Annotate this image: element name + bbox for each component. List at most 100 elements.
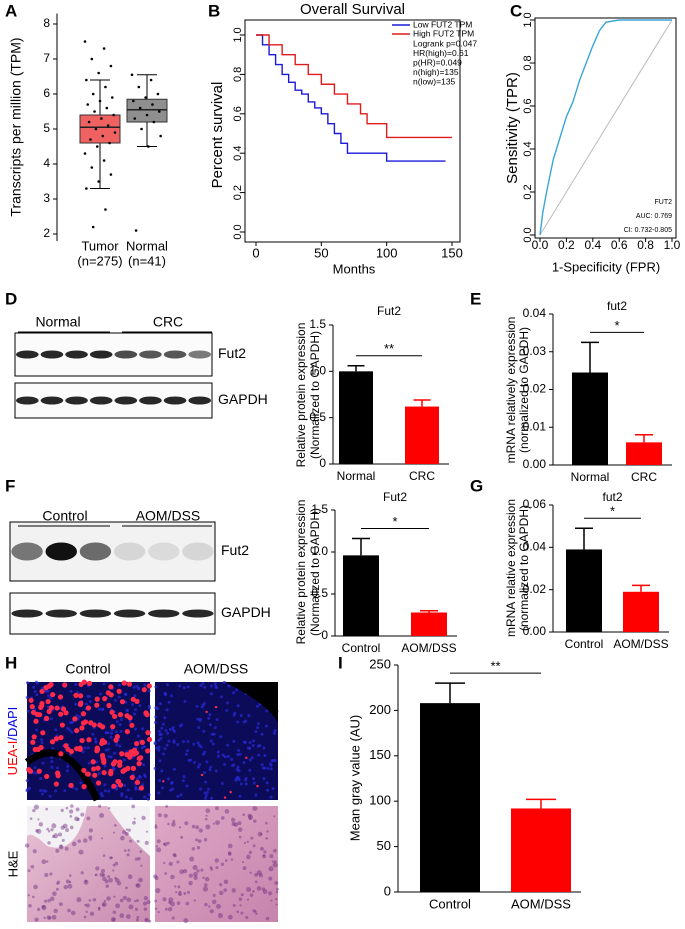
nucleus	[164, 729, 168, 733]
nucleus	[44, 689, 48, 693]
uea-signal	[146, 736, 153, 743]
nucleus	[153, 742, 157, 746]
he-cell	[38, 822, 44, 827]
he-cell	[49, 872, 53, 876]
uea-signal	[100, 756, 106, 762]
he-cell	[140, 864, 143, 867]
nucleus	[248, 746, 252, 750]
nucleus	[78, 715, 82, 719]
crypt-gap	[24, 749, 101, 802]
nucleus	[104, 730, 108, 734]
uea-signal	[117, 712, 124, 718]
nucleus	[195, 704, 199, 708]
blot-band	[188, 350, 212, 359]
y-tick-label: 0	[321, 628, 328, 642]
he-cell	[85, 903, 90, 908]
he-cell	[183, 892, 187, 895]
nucleus	[41, 761, 45, 765]
nucleus	[87, 761, 91, 765]
he-cell	[107, 875, 111, 879]
nucleus	[210, 796, 214, 800]
nucleus	[125, 708, 129, 712]
uea-signal	[92, 772, 98, 778]
uea-signal	[127, 754, 133, 760]
uea-signal	[81, 679, 87, 685]
uea-signal	[50, 691, 56, 698]
nucleus	[170, 694, 174, 698]
uea-signal	[86, 680, 93, 686]
blot-band	[114, 350, 138, 359]
y-tick-label: 4	[43, 156, 50, 170]
point	[137, 85, 141, 89]
he-cell	[126, 853, 130, 857]
nucleus	[133, 694, 137, 698]
he-cell	[176, 860, 180, 864]
uea-signal	[127, 715, 133, 721]
nucleus	[222, 680, 226, 684]
y-tick-label: 0	[384, 883, 391, 898]
point	[102, 159, 106, 162]
nucleus	[250, 756, 254, 760]
nucleus	[266, 788, 270, 792]
nucleus	[93, 737, 97, 741]
y-axis-label: (Normalized to GAPDH)	[308, 508, 322, 636]
he-cell	[246, 886, 252, 892]
nucleus	[117, 683, 121, 687]
point	[149, 78, 153, 82]
uea-signal	[106, 702, 112, 709]
uea-signal	[46, 683, 52, 689]
nucleus	[70, 730, 74, 734]
nucleus	[209, 739, 213, 743]
nucleus	[33, 766, 37, 770]
he-cell	[135, 907, 139, 911]
he-cell	[68, 809, 74, 814]
he-cell	[247, 813, 252, 818]
nucleus	[141, 783, 145, 787]
nucleus	[26, 709, 30, 713]
he-cell	[119, 913, 125, 919]
nucleus	[251, 743, 255, 747]
he-cell	[125, 828, 129, 831]
he-cell	[84, 879, 88, 883]
nucleus	[186, 685, 190, 689]
y-tick-label: 1.0	[522, 12, 534, 27]
he-cell	[80, 812, 85, 817]
he-cell	[263, 850, 267, 854]
he-cell	[230, 817, 236, 823]
nucleus	[136, 686, 140, 690]
blot-band	[182, 609, 214, 618]
nucleus	[207, 716, 211, 720]
nucleus	[35, 728, 39, 732]
he-cell	[224, 859, 228, 862]
he-cell	[132, 820, 136, 825]
nucleus	[103, 783, 107, 787]
nucleus	[210, 732, 214, 736]
he-cell	[126, 897, 132, 903]
blot-band	[45, 542, 77, 561]
uea-signal	[101, 739, 108, 745]
uea-signal	[73, 692, 79, 698]
uea-signal	[133, 750, 140, 756]
he-cell	[205, 824, 211, 830]
uea-signal	[112, 759, 118, 765]
he-cell	[241, 860, 245, 864]
uea-signal	[214, 705, 218, 709]
nucleus	[157, 748, 161, 752]
he-cell	[237, 821, 242, 826]
he-cell	[55, 848, 60, 853]
nucleus	[214, 686, 218, 690]
he-cell	[46, 827, 50, 831]
he-cell	[102, 873, 106, 877]
y-tick-label: 150	[369, 747, 391, 762]
nucleus	[205, 760, 209, 764]
uea-signal	[111, 783, 117, 789]
bar	[572, 372, 608, 465]
nucleus	[99, 792, 103, 796]
he-cell	[256, 870, 262, 876]
he-cell	[83, 915, 87, 919]
x-tick-label: Normal	[571, 470, 610, 484]
blot-band	[65, 350, 88, 359]
nucleus	[226, 754, 230, 758]
nucleus	[153, 766, 157, 770]
blot-band	[139, 396, 162, 405]
